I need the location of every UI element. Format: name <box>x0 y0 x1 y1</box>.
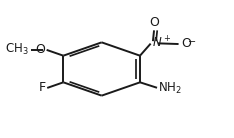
Text: −: − <box>188 37 196 47</box>
Text: NH$_2$: NH$_2$ <box>158 80 182 96</box>
Text: O: O <box>36 43 45 56</box>
Text: O: O <box>181 37 191 50</box>
Text: CH$_3$: CH$_3$ <box>5 42 29 57</box>
Text: $N^+$: $N^+$ <box>152 36 171 51</box>
Text: O: O <box>149 16 159 29</box>
Text: F: F <box>39 81 46 94</box>
